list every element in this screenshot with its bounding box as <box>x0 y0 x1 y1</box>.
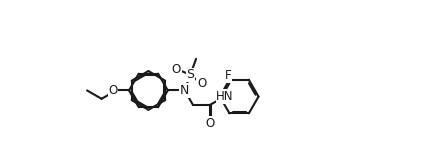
Text: F: F <box>225 69 231 82</box>
Text: O: O <box>108 84 118 97</box>
Text: S: S <box>186 68 194 81</box>
Text: O: O <box>205 117 214 130</box>
Text: O: O <box>172 63 181 76</box>
Text: N: N <box>180 84 189 97</box>
Text: HN: HN <box>216 90 233 103</box>
Text: O: O <box>197 77 206 90</box>
